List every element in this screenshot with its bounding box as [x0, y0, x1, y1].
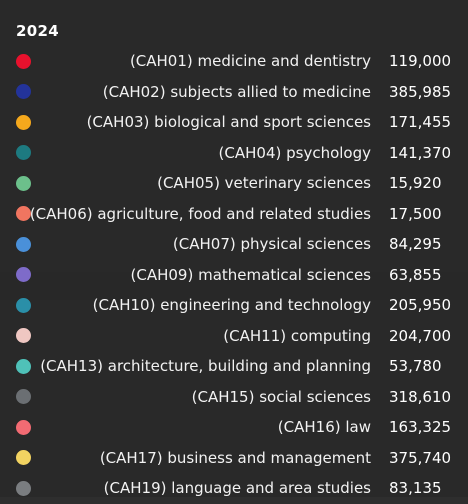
- tooltip-row: (CAH13) architecture, building and plann…: [0, 351, 468, 382]
- tooltip-row: (CAH04) psychology 141,370: [0, 138, 468, 169]
- series-label: (CAH11) computing: [223, 326, 371, 345]
- series-color-dot-icon: [16, 267, 31, 282]
- series-label: (CAH17) business and management: [99, 448, 371, 467]
- series-label: (CAH01) medicine and dentistry: [129, 52, 371, 70]
- series-value: 204,700: [389, 326, 452, 345]
- series-value: 63,855: [389, 265, 442, 284]
- series-value: 15,920: [389, 174, 442, 192]
- series-color-dot-icon: [16, 480, 31, 496]
- series-color-dot-icon: [16, 145, 31, 160]
- series-value: 205,950: [389, 296, 452, 314]
- series-label: (CAH16) law: [277, 418, 371, 436]
- tooltip-row: (CAH16) law 163,325: [0, 412, 468, 443]
- series-label: (CAH09) mathematical sciences: [130, 265, 371, 284]
- series-label: (CAH15) social sciences: [191, 387, 371, 406]
- tooltip-row: (CAH17) business and management 375,740: [0, 443, 468, 474]
- series-label: (CAH13) architecture, building and plann…: [40, 357, 371, 375]
- tooltip-row: (CAH15) social sciences 318,610: [0, 382, 468, 413]
- series-value: 141,370: [389, 143, 452, 162]
- series-label: (CAH02) subjects allied to medicine: [102, 82, 371, 101]
- series-value: 53,780: [389, 357, 442, 375]
- series-color-dot-icon: [16, 297, 31, 313]
- tooltip-row: (CAH19) language and area studies 83,135: [0, 473, 468, 504]
- tooltip-row: (CAH09) mathematical sciences 63,855: [0, 260, 468, 291]
- series-color-dot-icon: [16, 84, 31, 99]
- series-color-dot-icon: [16, 450, 31, 465]
- series-value: 17,500: [389, 204, 442, 223]
- series-color-dot-icon: [16, 53, 31, 69]
- series-value: 171,455: [389, 113, 452, 131]
- series-color-dot-icon: [16, 114, 31, 130]
- tooltip-row: (CAH10) engineering and technology 205,95…: [0, 290, 468, 321]
- tooltip-row: (CAH01) medicine and dentistry 119,000: [0, 46, 468, 77]
- tooltip-row: (CAH05) veterinary sciences 15,920: [0, 168, 468, 199]
- series-color-dot-icon: [16, 389, 31, 404]
- tooltip-rows: (CAH01) medicine and dentistry 119,000 (CA…: [0, 46, 468, 504]
- series-color-dot-icon: [16, 358, 31, 374]
- series-label: (CAH03) biological and sport sciences: [86, 113, 371, 131]
- series-label: (CAH10) engineering and technology: [92, 296, 371, 314]
- series-label: (CAH04) psychology: [218, 143, 371, 162]
- series-label: (CAH07) physical sciences: [172, 235, 371, 253]
- tooltip-row: (CAH06) agriculture, food and related st…: [0, 199, 468, 230]
- tooltip-row: (CAH11) computing 204,700: [0, 321, 468, 352]
- series-value: 163,325: [389, 418, 452, 436]
- series-value: 385,985: [389, 82, 452, 101]
- series-value: 318,610: [389, 387, 452, 406]
- series-color-dot-icon: [16, 175, 31, 191]
- series-color-dot-icon: [16, 206, 31, 221]
- series-color-dot-icon: [16, 419, 31, 435]
- series-value: 84,295: [389, 235, 442, 253]
- series-value: 375,740: [389, 448, 452, 467]
- tooltip-row: (CAH03) biological and sport sciences 171…: [0, 107, 468, 138]
- series-label: (CAH06) agriculture, food and related st…: [29, 204, 371, 223]
- series-label: (CAH05) veterinary sciences: [157, 174, 371, 192]
- tooltip-title: 2024: [16, 22, 59, 40]
- series-value: 83,135: [389, 479, 442, 497]
- tooltip-row: (CAH07) physical sciences 84,295: [0, 229, 468, 260]
- series-label: (CAH19) language and area studies: [103, 479, 371, 497]
- series-color-dot-icon: [16, 236, 31, 252]
- series-value: 119,000: [389, 52, 452, 70]
- tooltip-row: (CAH02) subjects allied to medicine 385,9…: [0, 77, 468, 108]
- series-color-dot-icon: [16, 328, 31, 343]
